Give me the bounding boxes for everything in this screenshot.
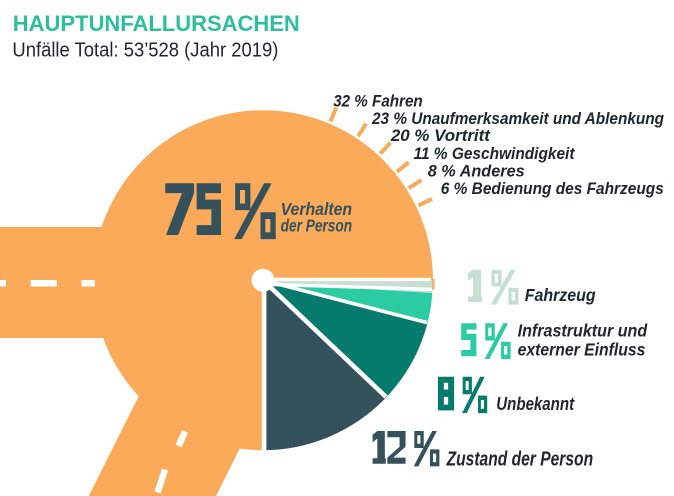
svg-text:6 % Bedienung des Fahrzeugs: 6 % Bedienung des Fahrzeugs: [441, 180, 664, 198]
svg-text:externer Einfluss: externer Einfluss: [518, 339, 646, 359]
svg-text:23 % Unaufmerksamkeit und Able: 23 % Unaufmerksamkeit und Ablenkung: [371, 110, 664, 128]
svg-text:Unbekannt: Unbekannt: [496, 394, 575, 414]
svg-text:HAUPTUNFALLURSACHEN: HAUPTUNFALLURSACHEN: [13, 11, 300, 36]
svg-text:Verhalten: Verhalten: [281, 199, 353, 219]
svg-text:Infrastruktur und: Infrastruktur und: [518, 321, 648, 341]
svg-text:11 % Geschwindigkeit: 11 % Geschwindigkeit: [414, 145, 576, 163]
svg-text:Fahrzeug: Fahrzeug: [525, 285, 596, 305]
svg-text:Zustand der Person: Zustand der Person: [446, 449, 593, 471]
svg-text:Unfälle Total: 53’528 (Jahr 20: Unfälle Total: 53’528 (Jahr 2019): [12, 39, 278, 62]
svg-text:20 % Vortritt: 20 % Vortritt: [390, 127, 492, 145]
svg-text:der Person: der Person: [281, 216, 353, 236]
svg-text:8 % Anderes: 8 % Anderes: [428, 162, 525, 180]
svg-text:32 % Fahren: 32 % Fahren: [333, 92, 423, 110]
